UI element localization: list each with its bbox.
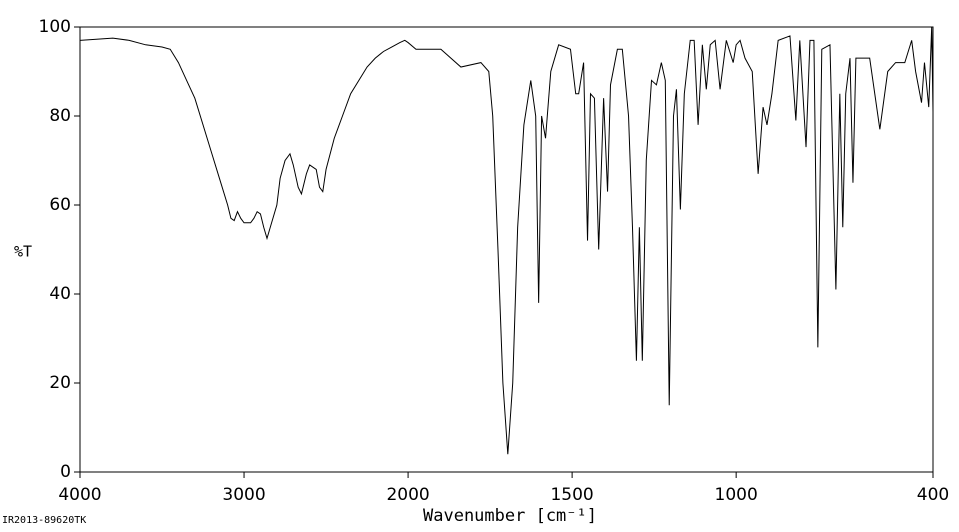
plot-frame — [79, 26, 934, 473]
x-tick-label: 3000 — [222, 485, 265, 505]
x-tick-label: 1000 — [715, 485, 758, 505]
footer: IR2013-89620TK — [2, 515, 86, 526]
y-tick-label: 80 — [49, 106, 71, 126]
x-tick-label: 400 — [917, 485, 949, 505]
x-tick-label: 1500 — [550, 485, 593, 505]
y-tick-label: 100 — [39, 17, 71, 37]
x-tick-label: 4000 — [58, 485, 101, 505]
y-axis-label: %T — [14, 243, 32, 261]
spectrum-line — [79, 26, 934, 455]
y-tick-label: 0 — [60, 462, 71, 482]
y-tick-label: 40 — [49, 284, 71, 304]
y-tick-label: 60 — [49, 195, 71, 215]
y-tick-label: 20 — [49, 373, 71, 393]
x-tick-label: 2000 — [386, 485, 429, 505]
x-axis-label: Wavenumber [cm⁻¹] — [423, 506, 597, 526]
